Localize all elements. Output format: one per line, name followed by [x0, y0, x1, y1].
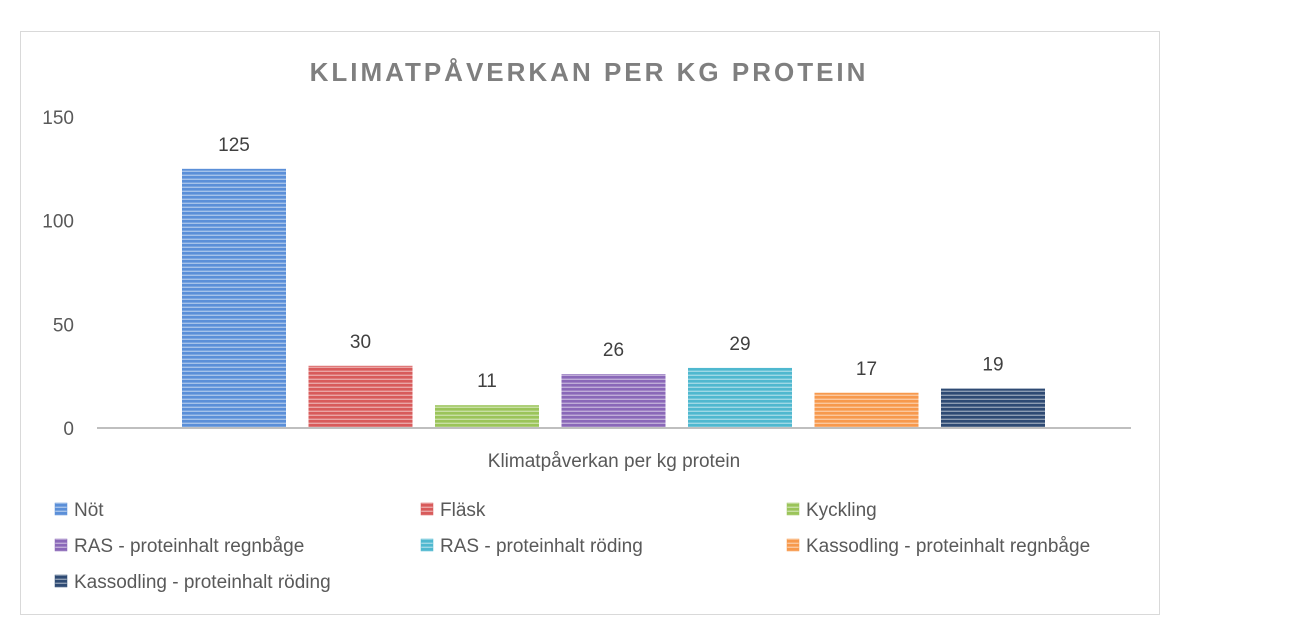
legend-label: Kyckling [806, 500, 877, 521]
legend-swatch [420, 538, 434, 552]
bar [182, 168, 286, 429]
legend-label: Fläsk [440, 500, 486, 521]
y-tick-label: 150 [42, 108, 74, 129]
data-label: 26 [603, 340, 624, 361]
bar [308, 365, 413, 428]
legend-item: RAS - proteinhalt röding [420, 536, 643, 557]
bar [435, 405, 539, 428]
data-label: 125 [218, 135, 250, 156]
bar [941, 388, 1045, 428]
y-tick-label: 50 [53, 315, 74, 336]
legend-label: Nöt [74, 500, 104, 521]
x-axis-label: Klimatpåverkan per kg protein [488, 451, 740, 472]
bars [182, 168, 1045, 429]
legend-swatch [786, 502, 800, 516]
legend-item: Fläsk [420, 500, 486, 521]
data-labels: 125 30 11 26 29 17 19 [218, 135, 1003, 392]
legend-swatch [54, 502, 68, 516]
legend-item: Kyckling [786, 500, 877, 521]
bar [814, 392, 919, 428]
legend-label: RAS - proteinhalt regnbåge [74, 536, 304, 557]
chart-title: KLIMATPÅVERKAN PER KG PROTEIN [310, 57, 869, 87]
legend-item: Nöt [54, 500, 104, 521]
legend-swatch [786, 538, 800, 552]
legend-label: Kassodling - proteinhalt röding [74, 572, 331, 593]
legend-item: RAS - proteinhalt regnbåge [54, 536, 304, 557]
y-tick-label: 100 [42, 212, 74, 233]
bar [688, 367, 792, 428]
bar [561, 374, 666, 428]
legend-label: RAS - proteinhalt röding [440, 536, 643, 557]
legend-swatch [54, 574, 68, 588]
legend-swatch [54, 538, 68, 552]
legend-item: Kassodling - proteinhalt regnbåge [786, 536, 1090, 557]
legend-swatch [420, 502, 434, 516]
legend-item: Kassodling - proteinhalt röding [54, 572, 331, 593]
legend: Nöt Fläsk Kyckling RAS - proteinhalt regnbå… [54, 500, 1090, 593]
data-label: 17 [856, 359, 877, 380]
data-label: 29 [729, 334, 750, 355]
legend-label: Kassodling - proteinhalt regnbåge [806, 536, 1090, 557]
data-label: 30 [350, 332, 371, 353]
data-label: 19 [982, 355, 1003, 376]
y-axis: 0 50 100 150 [42, 108, 74, 440]
y-tick-label: 0 [63, 419, 74, 440]
data-label: 11 [477, 371, 497, 392]
